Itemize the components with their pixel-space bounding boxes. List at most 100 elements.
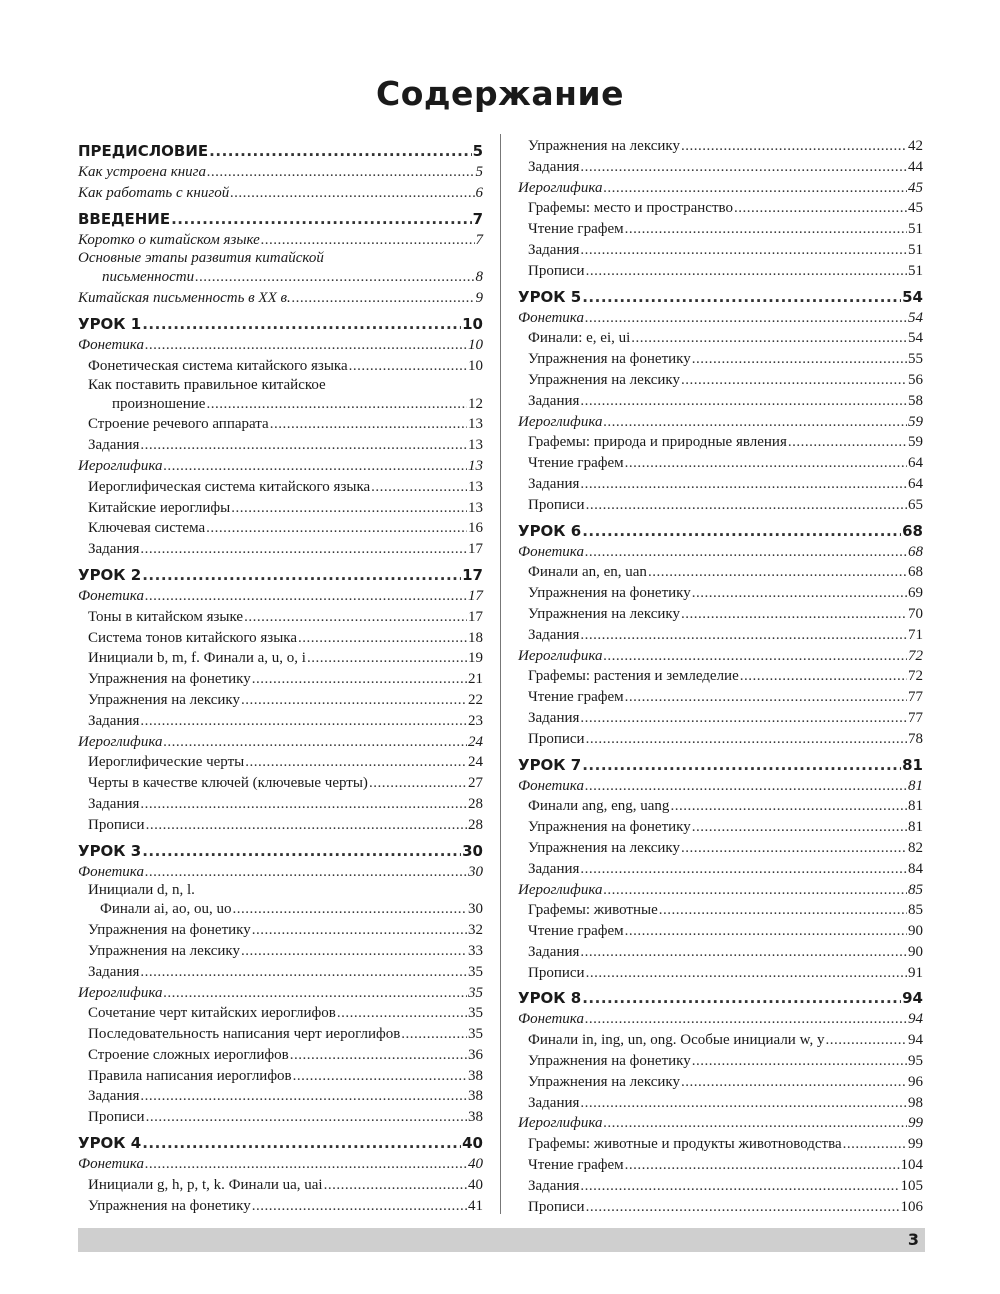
toc-topic-entry[interactable]: Тоны в китайском языке 17 (78, 607, 483, 628)
toc-topic-entry[interactable]: Графемы: место и пространство 45 (518, 198, 923, 219)
toc-topic-entry[interactable]: Графемы: природа и природные явления 59 (518, 432, 923, 453)
toc-section-entry[interactable]: Фонетика 17 (78, 586, 483, 607)
toc-topic-entry[interactable]: Задания 13 (78, 435, 483, 456)
toc-topic-entry[interactable]: Графемы: растения и земледелие 72 (518, 666, 923, 687)
toc-topic-entry[interactable]: Инициали g, h, p, t, k. Финали ua, uai 40 (78, 1175, 483, 1196)
toc-topic-entry[interactable]: Чтение графем 90 (518, 921, 923, 942)
toc-topic-entry[interactable]: Упражнения на лексику 42 (518, 136, 923, 157)
toc-topic-entry[interactable]: Задания 51 (518, 240, 923, 261)
toc-topic-entry[interactable]: Упражнения на лексику 22 (78, 690, 483, 711)
toc-section-entry[interactable]: Иероглифика 59 (518, 412, 923, 433)
toc-topic-entry[interactable]: Упражнения на лексику 96 (518, 1072, 923, 1093)
toc-topic-entry[interactable]: Упражнения на фонетику 21 (78, 669, 483, 690)
toc-topic-entry[interactable]: Задания 90 (518, 942, 923, 963)
toc-topic-entry[interactable]: Инициали d, n, l. Финали ai, ao, ou, uo 30 (78, 882, 483, 920)
toc-topic-entry[interactable]: Задания 98 (518, 1093, 923, 1114)
toc-topic-entry[interactable]: Система тонов китайского языка 18 (78, 628, 483, 649)
toc-section-entry[interactable]: Фонетика 54 (518, 308, 923, 329)
toc-topic-entry[interactable]: Чтение графем 64 (518, 453, 923, 474)
toc-topic-entry[interactable]: Задания 84 (518, 859, 923, 880)
toc-topic-entry[interactable]: Задания 17 (78, 539, 483, 560)
toc-topic-entry[interactable]: Чтение графем 51 (518, 219, 923, 240)
toc-topic-entry[interactable]: Финали in, ing, un, ong. Особые инициали… (518, 1030, 923, 1051)
toc-topic-entry[interactable]: Прописи 91 (518, 963, 923, 984)
toc-topic-entry[interactable]: Прописи 78 (518, 729, 923, 750)
toc-topic-entry[interactable]: Задания 35 (78, 962, 483, 983)
toc-section-entry[interactable]: Фонетика 10 (78, 335, 483, 356)
toc-lesson-heading[interactable]: УРОК 8 94 (518, 988, 923, 1009)
toc-topic-entry[interactable]: Упражнения на фонетику 81 (518, 817, 923, 838)
toc-topic-entry[interactable]: Задания 38 (78, 1086, 483, 1107)
toc-topic-entry[interactable]: Упражнения на фонетику 41 (78, 1196, 483, 1217)
toc-section-entry[interactable]: Иероглифика 85 (518, 880, 923, 901)
toc-topic-entry[interactable]: Правила написания иероглифов 38 (78, 1066, 483, 1087)
toc-topic-entry[interactable]: Упражнения на лексику 56 (518, 370, 923, 391)
toc-topic-entry[interactable]: Прописи 106 (518, 1197, 923, 1218)
toc-entry-title: Упражнения на лексику (528, 605, 680, 622)
toc-topic-entry[interactable]: Задания 44 (518, 157, 923, 178)
toc-topic-entry[interactable]: Прописи 28 (78, 815, 483, 836)
toc-lesson-heading[interactable]: УРОК 3 30 (78, 841, 483, 862)
toc-topic-entry[interactable]: Задания 71 (518, 625, 923, 646)
toc-topic-entry[interactable]: Упражнения на лексику 82 (518, 838, 923, 859)
toc-topic-entry[interactable]: Черты в качестве ключей (ключевые черты)… (78, 773, 483, 794)
toc-topic-entry[interactable]: Прописи 51 (518, 261, 923, 282)
toc-section-entry[interactable]: Фонетика 40 (78, 1154, 483, 1175)
toc-section-entry[interactable]: Как работать с книгой 6 (78, 183, 483, 204)
toc-section-entry[interactable]: Фонетика 30 (78, 862, 483, 883)
toc-topic-entry[interactable]: Графемы: животные и продукты животноводс… (518, 1134, 923, 1155)
toc-section-entry[interactable]: Фонетика 68 (518, 542, 923, 563)
toc-topic-entry[interactable]: Сочетание черт китайских иероглифов 35 (78, 1003, 483, 1024)
toc-topic-entry[interactable]: Упражнения на фонетику 55 (518, 349, 923, 370)
toc-section-entry[interactable]: Иероглифика 13 (78, 456, 483, 477)
toc-section-entry[interactable]: Основные этапы развития китайской письмен… (78, 250, 483, 288)
toc-lesson-heading[interactable]: УРОК 5 54 (518, 287, 923, 308)
toc-topic-entry[interactable]: Прописи 38 (78, 1107, 483, 1128)
toc-lesson-heading[interactable]: УРОК 6 68 (518, 521, 923, 542)
toc-topic-entry[interactable]: Прописи 65 (518, 495, 923, 516)
toc-topic-entry[interactable]: Графемы: животные 85 (518, 900, 923, 921)
toc-topic-entry[interactable]: Инициали b, m, f. Финали a, u, o, i 19 (78, 648, 483, 669)
toc-section-entry[interactable]: Как устроена книга 5 (78, 162, 483, 183)
toc-section-entry[interactable]: Иероглифика 45 (518, 178, 923, 199)
toc-topic-entry[interactable]: Упражнения на фонетику 95 (518, 1051, 923, 1072)
toc-topic-entry[interactable]: Финали an, en, uan 68 (518, 562, 923, 583)
toc-section-entry[interactable]: Фонетика 81 (518, 776, 923, 797)
toc-lesson-heading[interactable]: УРОК 7 81 (518, 755, 923, 776)
toc-topic-entry[interactable]: Упражнения на лексику 70 (518, 604, 923, 625)
toc-section-entry[interactable]: Иероглифика 72 (518, 646, 923, 667)
toc-topic-entry[interactable]: Задания 64 (518, 474, 923, 495)
toc-topic-entry[interactable]: Фонетическая система китайского языка 10 (78, 356, 483, 377)
toc-topic-entry[interactable]: Как поставить правильное китайское произн… (78, 377, 483, 415)
toc-topic-entry[interactable]: Финали: e, ei, ui 54 (518, 328, 923, 349)
toc-topic-entry[interactable]: Упражнения на лексику 33 (78, 941, 483, 962)
toc-section-entry[interactable]: Фонетика 94 (518, 1009, 923, 1030)
toc-section-entry[interactable]: Иероглифика 24 (78, 732, 483, 753)
toc-lesson-heading[interactable]: ПРЕДИСЛОВИЕ 5 (78, 141, 483, 162)
toc-section-entry[interactable]: Иероглифика 35 (78, 983, 483, 1004)
toc-lesson-heading[interactable]: ВВЕДЕНИЕ 7 (78, 209, 483, 230)
toc-topic-entry[interactable]: Ключевая система 16 (78, 518, 483, 539)
toc-topic-entry[interactable]: Задания 58 (518, 391, 923, 412)
toc-topic-entry[interactable]: Задания 77 (518, 708, 923, 729)
toc-lesson-heading[interactable]: УРОК 2 17 (78, 565, 483, 586)
toc-topic-entry[interactable]: Китайские иероглифы 13 (78, 498, 483, 519)
toc-topic-entry[interactable]: Задания 28 (78, 794, 483, 815)
toc-topic-entry[interactable]: Чтение графем 77 (518, 687, 923, 708)
toc-topic-entry[interactable]: Задания 23 (78, 711, 483, 732)
toc-topic-entry[interactable]: Последовательность написания черт иерогл… (78, 1024, 483, 1045)
toc-lesson-heading[interactable]: УРОК 1 10 (78, 314, 483, 335)
toc-section-entry[interactable]: Китайская письменность в XX в. 9 (78, 288, 483, 309)
toc-lesson-heading[interactable]: УРОК 4 40 (78, 1133, 483, 1154)
toc-topic-entry[interactable]: Задания 105 (518, 1176, 923, 1197)
toc-topic-entry[interactable]: Упражнения на фонетику 69 (518, 583, 923, 604)
toc-topic-entry[interactable]: Строение речевого аппарата 13 (78, 414, 483, 435)
toc-topic-entry[interactable]: Финали ang, eng, uang 81 (518, 796, 923, 817)
toc-topic-entry[interactable]: Чтение графем 104 (518, 1155, 923, 1176)
toc-topic-entry[interactable]: Строение сложных иероглифов 36 (78, 1045, 483, 1066)
toc-section-entry[interactable]: Иероглифика 99 (518, 1113, 923, 1134)
toc-section-entry[interactable]: Коротко о китайском языке 7 (78, 230, 483, 251)
toc-topic-entry[interactable]: Упражнения на фонетику 32 (78, 920, 483, 941)
toc-topic-entry[interactable]: Иероглифическая система китайского языка… (78, 477, 483, 498)
toc-topic-entry[interactable]: Иероглифические черты 24 (78, 752, 483, 773)
